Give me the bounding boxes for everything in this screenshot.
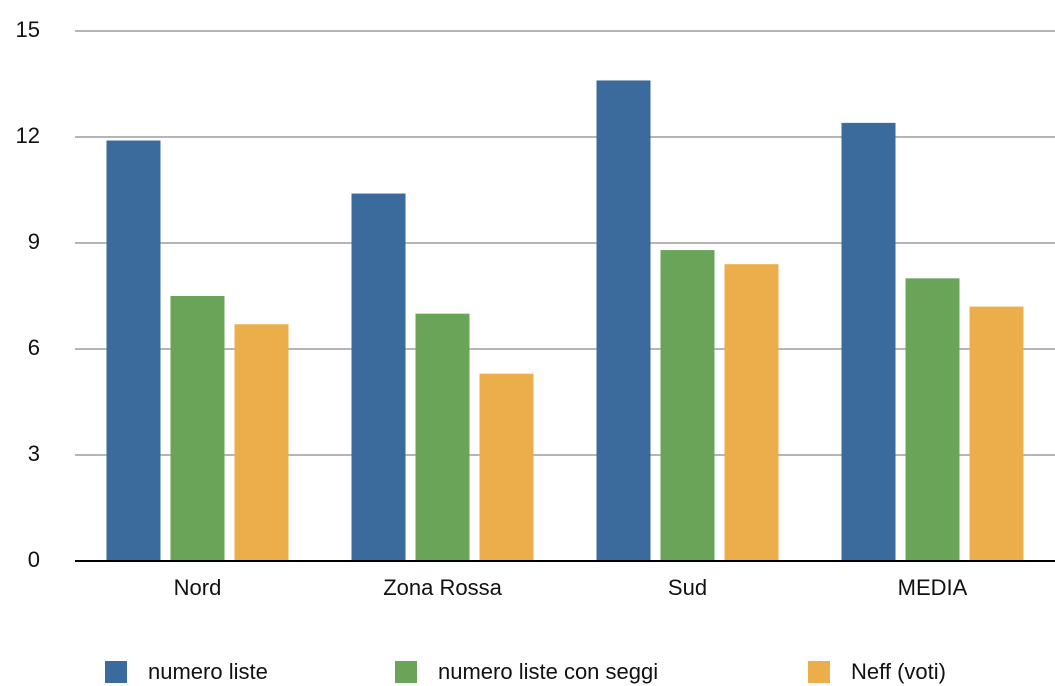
y-tick-label: 9 [28,229,40,254]
bar [170,296,225,561]
x-tick-label: Nord [174,575,222,600]
bar [415,313,470,561]
bar [106,140,161,562]
legend-label: numero liste [148,659,268,684]
bar [234,324,289,561]
x-tick-label: Zona Rossa [383,575,502,600]
y-tick-label: 15 [16,17,40,42]
y-tick-label: 6 [28,335,40,360]
y-tick-label: 0 [28,547,40,572]
legend-label: numero liste con seggi [438,659,658,684]
y-tick-label: 12 [16,123,40,148]
y-tick-label: 3 [28,441,40,466]
bar [596,80,651,561]
legend-swatch [105,661,127,683]
bar [905,278,960,561]
bar [479,373,534,561]
legend-label: Neff (voti) [851,659,946,684]
legend-swatch [808,661,830,683]
bar [841,122,896,561]
legend-swatch [395,661,417,683]
x-tick-label: MEDIA [898,575,968,600]
bar [351,193,406,562]
bar [969,306,1024,561]
x-tick-label: Sud [668,575,707,600]
bar [724,264,779,561]
bar [660,250,715,562]
